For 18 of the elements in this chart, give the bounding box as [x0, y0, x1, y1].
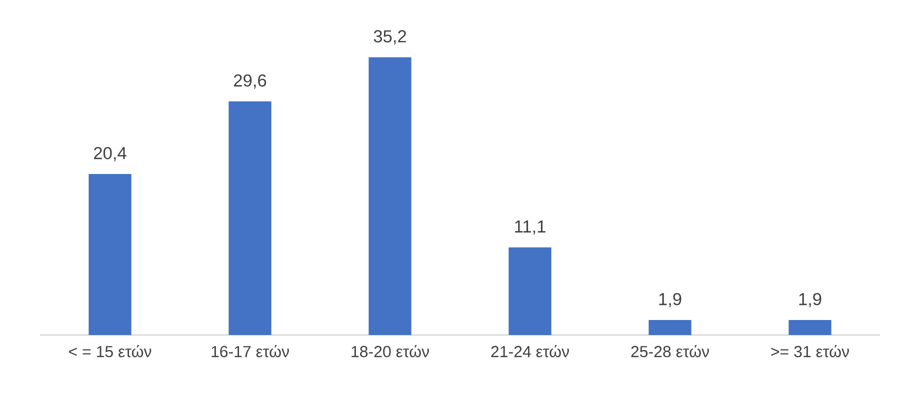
data-label: 1,9 — [799, 292, 822, 308]
x-tick-label: 21-24 ετών — [491, 345, 569, 358]
x-tick-label: 16-17 ετών — [212, 345, 289, 358]
data-label: 11,1 — [515, 220, 546, 235]
data-label: 20,4 — [94, 146, 126, 162]
bar — [648, 320, 692, 335]
x-tick-label: 18-20 ετών — [352, 345, 429, 358]
bar — [228, 101, 272, 335]
data-label: 35,2 — [374, 30, 406, 44]
x-tick-label: < = 15 ετών — [69, 345, 152, 358]
x-tick-label: >= 31 ετών — [771, 345, 849, 358]
bar — [88, 174, 132, 335]
bar — [508, 247, 552, 335]
bar — [368, 57, 412, 335]
data-label: 29,6 — [234, 74, 266, 89]
bar — [788, 320, 832, 335]
x-tick-label: 25-28 ετών — [631, 345, 709, 358]
data-label: 1,9 — [659, 292, 682, 308]
